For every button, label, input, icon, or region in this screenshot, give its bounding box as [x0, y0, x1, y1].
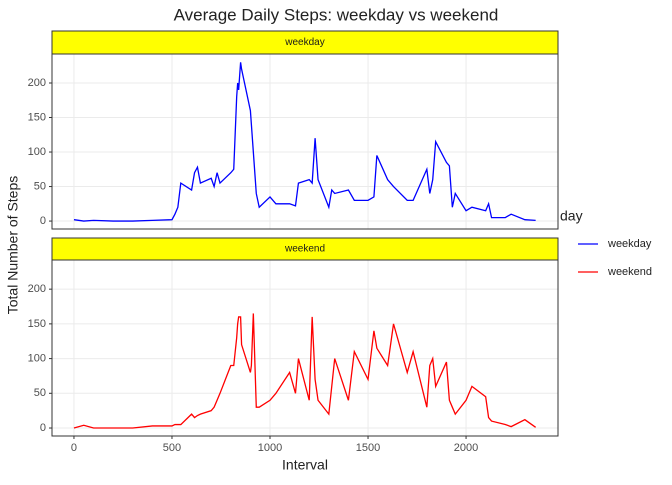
x-tick-label: 0 [71, 442, 77, 454]
legend-label: weekday [607, 238, 652, 250]
y-tick-label: 50 [34, 387, 46, 399]
x-tick-label: 1500 [356, 442, 380, 454]
line [73, 62, 536, 222]
y-tick-label: 150 [28, 318, 46, 330]
y-tick-label: 0 [40, 215, 46, 227]
y-axis-label: Total Number of Steps [5, 176, 21, 315]
x-axis-label: Interval [282, 457, 328, 473]
y-tick-label: 100 [28, 352, 46, 364]
x-tick-label: 500 [163, 442, 181, 454]
y-tick-label: 0 [40, 422, 46, 434]
y-tick-label: 50 [34, 180, 46, 192]
strip-label: weekday [284, 37, 324, 48]
x-tick-label: 2000 [454, 442, 478, 454]
panel-border [51, 259, 559, 437]
legend-title: day [560, 208, 583, 224]
panel [52, 54, 558, 229]
y-tick-label: 200 [28, 77, 46, 89]
y-tick-label: 150 [28, 111, 46, 123]
strip-label: weekend [284, 244, 325, 255]
y-tick-label: 200 [28, 283, 46, 295]
legend-label: weekend [607, 266, 652, 278]
y-tick-label: 100 [28, 146, 46, 158]
panel [52, 260, 558, 436]
x-tick-label: 1000 [258, 442, 282, 454]
line [73, 313, 537, 429]
chart-title: Average Daily Steps: weekday vs weekend [174, 5, 499, 24]
panel-border [51, 53, 559, 230]
